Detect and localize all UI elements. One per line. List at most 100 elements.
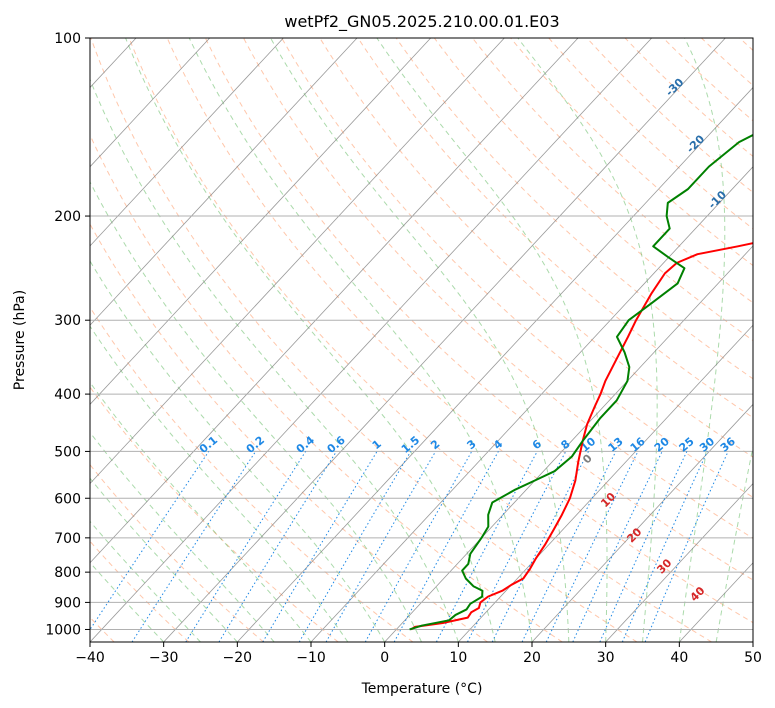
- dry-adiabat: [90, 223, 488, 642]
- moist-adiabat: [90, 180, 422, 642]
- isotherm: [90, 38, 358, 326]
- dry-adiabat: [510, 38, 753, 267]
- isotherm: [605, 482, 753, 642]
- y-tick-label: 700: [54, 531, 81, 547]
- x-tick-label: 30: [597, 650, 615, 666]
- moist-adiabat-label: 20: [624, 525, 644, 545]
- y-tick-label: 500: [54, 444, 81, 460]
- dry-adiabat: [166, 38, 753, 624]
- isotherm: [90, 38, 284, 247]
- mixing-ratio-label: 1.5: [399, 433, 422, 455]
- isotherm: [310, 166, 753, 642]
- y-tick-label: 900: [54, 595, 81, 611]
- moist-adiabat: [90, 381, 312, 642]
- data-layer: 0.1 0.2 0.4 0.6 1 1.5 2 3 4 6 8 10 13 16 20 25 30 36-30-2…: [197, 75, 753, 631]
- mixing-ratio-label: 0.6: [325, 433, 349, 456]
- moist-adiabat: [90, 325, 349, 642]
- dry-adiabat: [90, 38, 638, 642]
- isotherm: [458, 324, 753, 642]
- mixing-ratio-line: [262, 451, 378, 642]
- dewpoint-profile: [409, 133, 753, 631]
- moist-adiabat: [90, 78, 459, 642]
- x-tick-label: −20: [223, 650, 253, 666]
- plot-background: [0, 38, 753, 642]
- y-tick-label: 400: [54, 387, 81, 403]
- y-tick-label: 300: [54, 313, 81, 329]
- mixing-ratio-line: [131, 451, 257, 642]
- moist-adiabat-label: 30: [654, 556, 674, 576]
- moist-adiabat: [90, 431, 275, 642]
- dry-adiabat: [548, 38, 753, 230]
- y-tick-label: 800: [54, 565, 81, 581]
- moist-adiabat: [517, 38, 658, 642]
- dry-adiabat: [90, 386, 339, 642]
- isotherm: [531, 403, 753, 642]
- x-tick-label: −40: [75, 650, 105, 666]
- isotherm: [0, 38, 62, 642]
- isotherm: [90, 38, 653, 642]
- mixing-ratio-label: 4: [491, 437, 505, 452]
- y-tick-label: 200: [54, 209, 81, 225]
- dry-adiabat: [204, 38, 753, 581]
- dry-adiabat: [395, 38, 753, 380]
- dry-adiabat: [357, 38, 753, 419]
- isotherm: [237, 86, 753, 642]
- mixing-ratio-label: 0.4: [294, 433, 318, 456]
- x-axis-title: Temperature (°C): [361, 681, 483, 697]
- dry-adiabat: [90, 306, 414, 642]
- dry-adiabat: [662, 38, 753, 122]
- mixing-ratio-line: [298, 451, 412, 642]
- mixing-ratio-label: 1: [370, 437, 384, 452]
- moist-adiabat: [125, 38, 496, 642]
- mixing-ratio-line: [545, 451, 639, 642]
- chart-title: wetPf2_GN05.2025.210.00.01.E03: [284, 12, 559, 32]
- dry-adiabat-label: -20: [684, 132, 707, 155]
- mixing-ratio-line: [572, 451, 663, 642]
- x-tick-label: 10: [449, 650, 467, 666]
- dry-adiabat: [243, 38, 753, 539]
- mixing-ratio-line: [218, 451, 337, 642]
- mixing-ratio-line: [435, 451, 538, 642]
- moist-adiabat: [715, 444, 753, 642]
- mixing-ratio-line: [621, 451, 708, 642]
- moist-adiabat: [678, 38, 726, 642]
- dry-adiabat: [586, 38, 753, 194]
- x-tick-label: 20: [523, 650, 541, 666]
- isotherm: [163, 38, 726, 642]
- dry-adiabat: [319, 38, 753, 458]
- y-axis-title: Pressure (hPa): [12, 290, 28, 390]
- isotherm: [679, 562, 753, 642]
- dry-adiabat: [90, 540, 190, 642]
- moist-adiabat-label: 10: [598, 490, 618, 510]
- mixing-ratio-label: 6: [530, 437, 544, 452]
- isotherm: [384, 245, 753, 642]
- moist-adiabat: [90, 520, 201, 642]
- mixing-ratio-line: [644, 451, 729, 642]
- x-tick-label: 50: [744, 650, 762, 666]
- moist-adiabat: [90, 477, 238, 642]
- dry-adiabat: [433, 38, 753, 342]
- moist-adiabat: [270, 38, 570, 642]
- axes: −40 −30 −20 −10 0 10 20 30 40 5010020030040050060…: [45, 31, 762, 666]
- mixing-ratio-line: [599, 451, 688, 642]
- y-tick-label: 1000: [45, 622, 81, 638]
- moist-adiabat-label: 40: [688, 584, 708, 604]
- dry-adiabat: [90, 133, 563, 642]
- plot-frame: [89, 37, 754, 643]
- moist-adiabat: [188, 38, 533, 642]
- dry-adiabat: [128, 38, 712, 642]
- temperature-profile: [410, 242, 753, 631]
- mixing-ratio-line: [364, 451, 473, 642]
- dry-adiabat: [624, 38, 753, 158]
- moist-adiabat: [376, 38, 608, 642]
- mixing-ratio-label: 0.1: [197, 433, 220, 455]
- dry-adiabat: [701, 38, 753, 87]
- isotherm: [90, 38, 432, 405]
- isotherm: [90, 38, 505, 485]
- x-tick-label: −10: [296, 650, 326, 666]
- y-tick-label: 100: [54, 31, 81, 47]
- isotherm: [752, 641, 753, 642]
- moist-adiabat: [90, 260, 386, 642]
- dry-adiabat: [739, 38, 753, 51]
